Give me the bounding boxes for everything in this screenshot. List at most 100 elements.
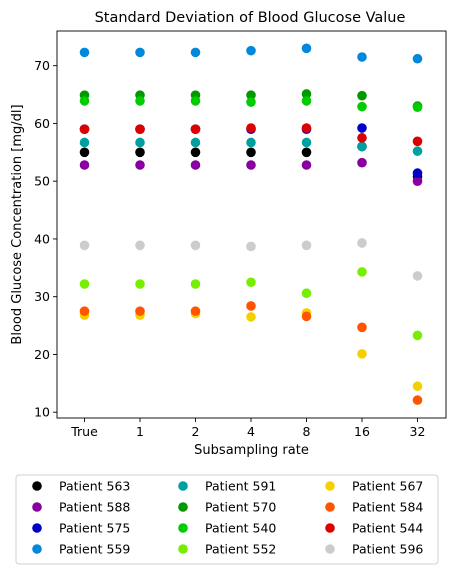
data-point (190, 96, 201, 106)
x-tick-label: True (70, 424, 98, 439)
data-point (246, 137, 256, 148)
legend-item: Patient 540 (178, 521, 276, 536)
legend-item: Patient 567 (325, 479, 423, 494)
data-point (357, 267, 367, 277)
legend-marker (32, 481, 42, 491)
y-tick-label: 60 (34, 116, 50, 131)
data-point (301, 147, 312, 158)
data-point (412, 102, 423, 113)
data-point (301, 123, 312, 133)
data-point (190, 147, 201, 158)
data-point (135, 240, 145, 251)
legend-item: Patient 596 (325, 542, 423, 557)
data-point (79, 240, 90, 251)
data-points (79, 43, 423, 405)
x-tick-label: 4 (247, 424, 255, 439)
legend-item: Patient 570 (178, 500, 276, 515)
x-tick-label: 16 (354, 424, 370, 439)
data-point (246, 312, 256, 322)
data-point (412, 381, 423, 392)
legend-label: Patient 596 (352, 542, 423, 557)
data-point (135, 47, 145, 58)
data-point (246, 123, 256, 133)
legend-label: Patient 591 (205, 479, 276, 494)
legend-label: Patient 584 (352, 500, 423, 515)
chart-title: Standard Deviation of Blood Glucose Valu… (95, 10, 406, 26)
legend-marker (32, 544, 42, 554)
legend-marker (325, 502, 335, 512)
data-point (190, 47, 201, 58)
data-point (135, 124, 145, 134)
data-point (246, 90, 256, 100)
y-tick-label: 70 (34, 58, 50, 73)
data-point (412, 146, 423, 156)
legend-label: Patient 544 (352, 521, 423, 536)
data-point (412, 271, 423, 281)
legend-label: Patient 552 (205, 542, 276, 557)
data-point (79, 147, 90, 158)
data-point (190, 137, 201, 148)
data-point (246, 277, 256, 288)
data-point (357, 157, 367, 168)
y-axis: 10 20 30 40 50 60 70 (34, 58, 57, 420)
legend-label: Patient 559 (59, 542, 130, 557)
data-point (79, 96, 90, 106)
data-point (357, 238, 367, 248)
legend-label: Patient 567 (352, 479, 423, 494)
data-point (412, 395, 423, 405)
data-point (301, 137, 312, 148)
legend-marker (178, 544, 188, 554)
legend-item: Patient 591 (178, 479, 276, 494)
legend-marker (32, 502, 42, 512)
data-point (135, 279, 145, 289)
x-axis: True 1 2 4 8 16 32 (70, 418, 425, 439)
legend-marker (178, 502, 188, 512)
legend-marker (325, 523, 335, 533)
legend-item: Patient 559 (32, 542, 130, 557)
legend-marker (178, 481, 188, 491)
data-point (190, 240, 201, 251)
data-point (79, 47, 90, 58)
legend-item: Patient 544 (325, 521, 423, 536)
data-point (301, 43, 312, 54)
y-axis-label: Blood Glucose Concentration [mg/dl] (10, 104, 25, 344)
legend-item: Patient 584 (325, 500, 423, 515)
x-tick-label: 2 (192, 424, 200, 439)
data-point (135, 137, 145, 148)
data-point (357, 52, 367, 62)
data-point (190, 279, 201, 289)
y-tick-label: 30 (34, 289, 50, 304)
legend-item: Patient 588 (32, 500, 130, 515)
data-point (79, 160, 90, 170)
data-point (357, 322, 367, 333)
data-point (79, 306, 90, 316)
data-point (190, 124, 201, 134)
legend-marker (325, 544, 335, 554)
legend-label: Patient 575 (59, 521, 130, 536)
legend-item: Patient 552 (178, 542, 276, 557)
legend-label: Patient 540 (205, 521, 276, 536)
legend-label: Patient 588 (59, 500, 130, 515)
data-point (246, 147, 256, 158)
data-point (190, 160, 201, 170)
data-point (357, 90, 367, 101)
data-point (246, 97, 256, 107)
y-tick-label: 10 (34, 405, 50, 420)
data-point (301, 311, 312, 322)
data-point (135, 160, 145, 170)
data-point (301, 240, 312, 251)
data-point (190, 306, 201, 316)
data-point (79, 137, 90, 148)
data-point (79, 279, 90, 289)
x-tick-label: 32 (410, 424, 426, 439)
x-tick-label: 1 (136, 424, 144, 439)
data-point (412, 136, 423, 147)
data-point (412, 168, 423, 178)
legend-frame (15, 474, 439, 565)
data-point (135, 96, 145, 106)
data-point (246, 241, 256, 252)
data-point (246, 45, 256, 56)
legend-marker (32, 523, 42, 533)
data-point (246, 301, 256, 311)
